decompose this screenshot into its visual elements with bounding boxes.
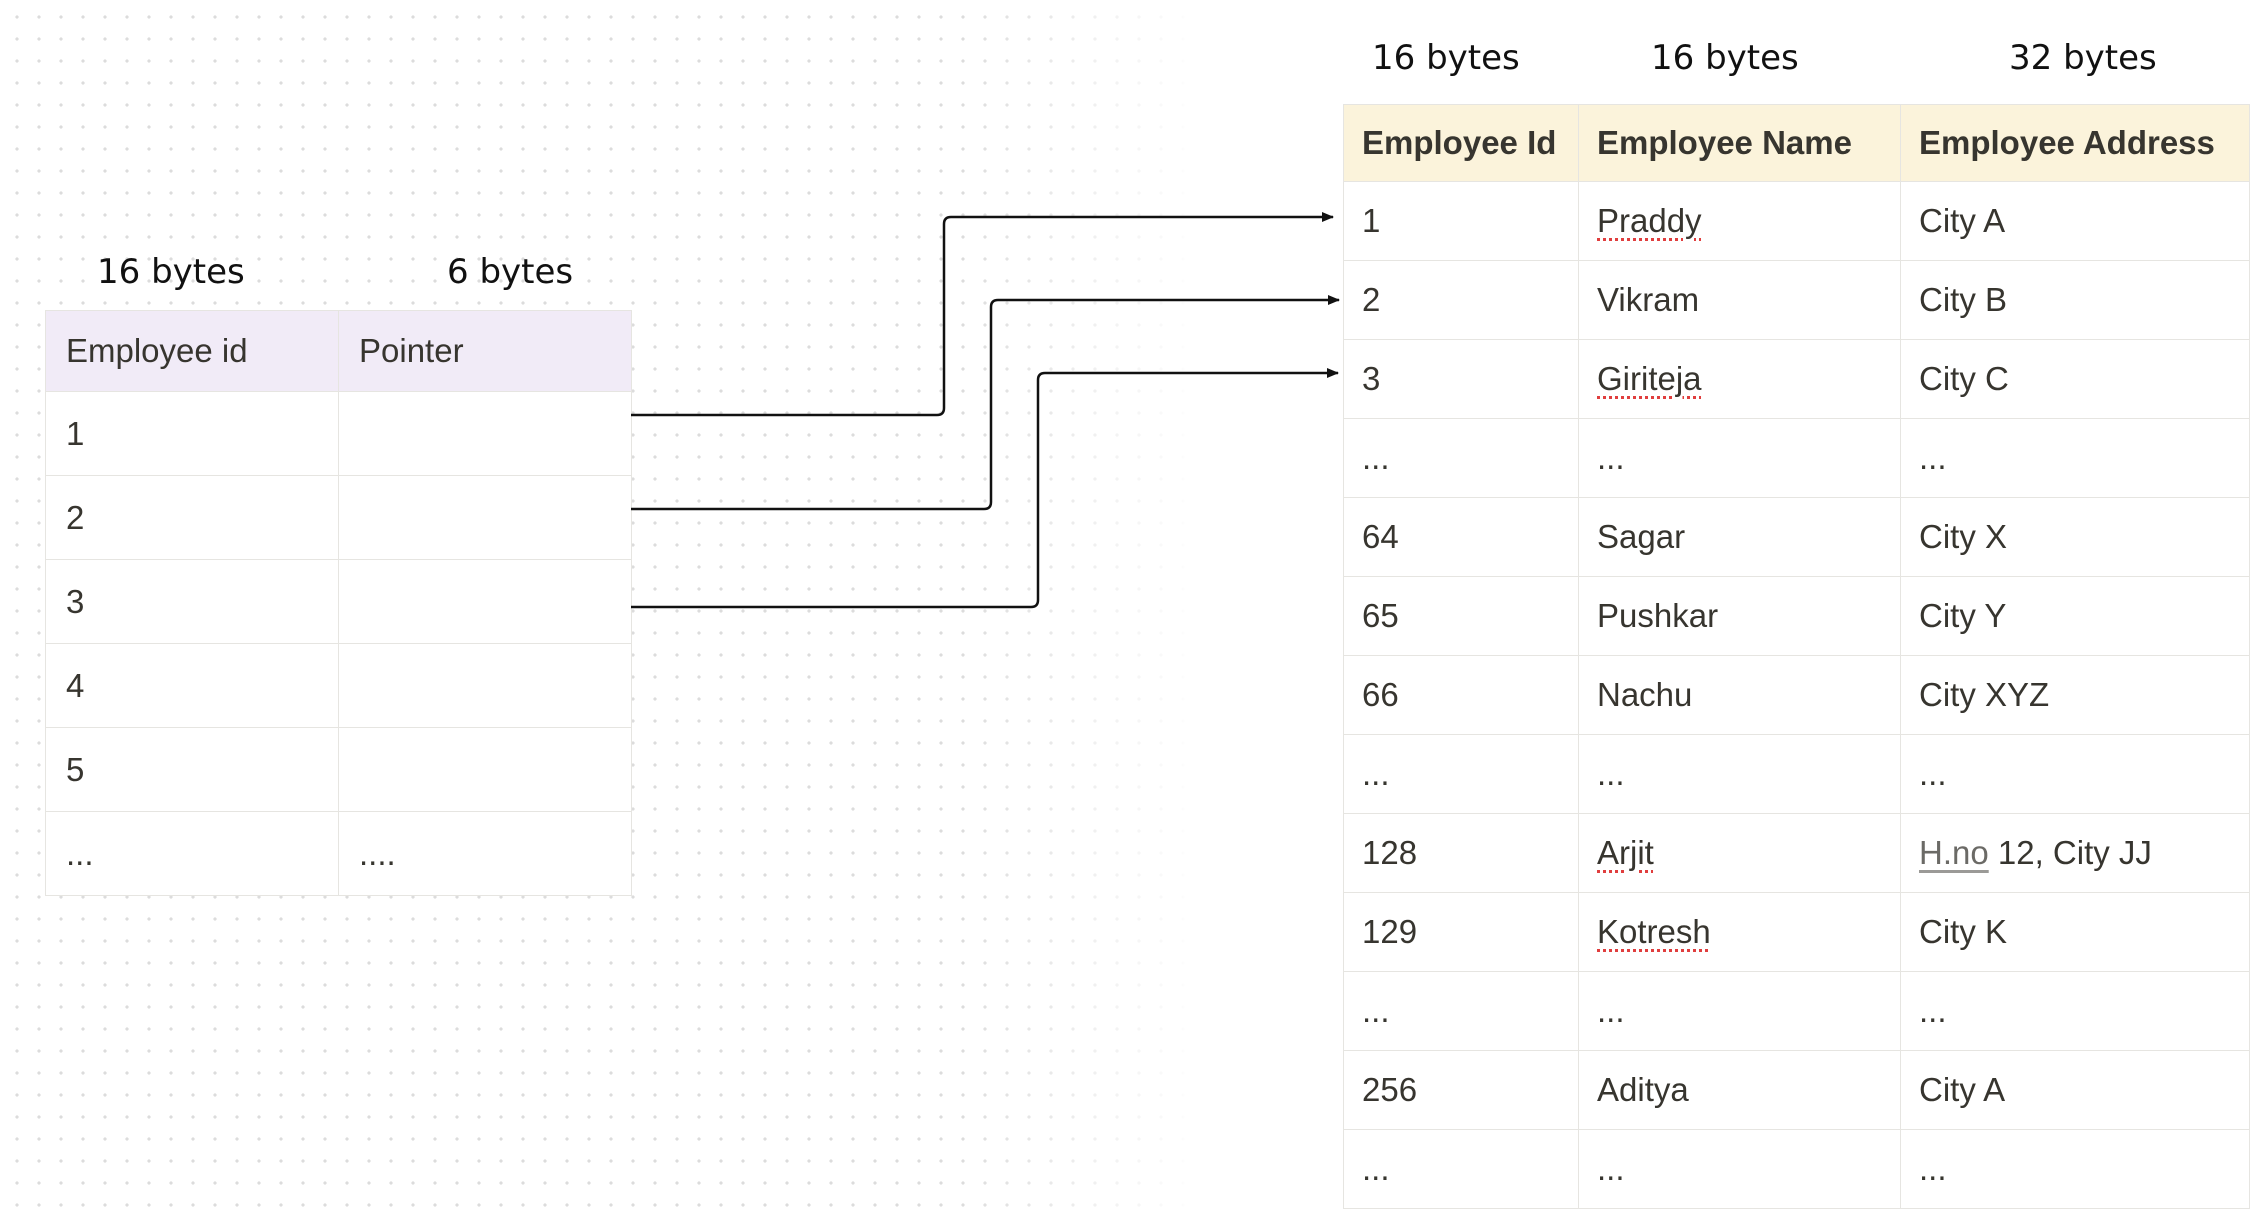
index-row: 3	[45, 559, 632, 644]
data-header-row: Employee Id Employee Name Employee Addre…	[1343, 104, 2250, 182]
data-cell-name[interactable]: Arjit	[1578, 813, 1901, 893]
index-cell-employee-id[interactable]: 2	[45, 475, 339, 560]
data-cell-id[interactable]: 129	[1343, 892, 1579, 972]
data-row: ... ... ...	[1343, 1129, 2250, 1209]
index-cell-pointer[interactable]	[338, 559, 632, 644]
data-cell-address[interactable]: City X	[1900, 497, 2250, 577]
data-cell-id[interactable]: 2	[1343, 260, 1579, 340]
data-header-employee-address[interactable]: Employee Address	[1900, 104, 2250, 182]
index-cell-pointer[interactable]	[338, 475, 632, 560]
data-cell-address[interactable]: City XYZ	[1900, 655, 2250, 735]
data-cell-address[interactable]: ...	[1900, 971, 2250, 1051]
data-cell-address[interactable]: ...	[1900, 734, 2250, 814]
data-cell-id[interactable]: 256	[1343, 1050, 1579, 1130]
index-header-pointer[interactable]: Pointer	[338, 310, 632, 392]
index-cell-employee-id[interactable]: 3	[45, 559, 339, 644]
data-cell-id[interactable]: 65	[1343, 576, 1579, 656]
index-row: ... ....	[45, 811, 632, 896]
data-cell-name-text: Giriteja	[1597, 360, 1702, 397]
data-cell-address[interactable]: City K	[1900, 892, 2250, 972]
index-cell-pointer[interactable]	[338, 391, 632, 476]
data-cell-address[interactable]: City Y	[1900, 576, 2250, 656]
data-row: 2 Vikram City B	[1343, 260, 2250, 340]
data-row: 64 Sagar City X	[1343, 497, 2250, 577]
data-cell-name[interactable]: Giriteja	[1578, 339, 1901, 419]
data-cell-name[interactable]: Aditya	[1578, 1050, 1901, 1130]
data-col3-size-label: 32 bytes	[2009, 38, 2157, 78]
data-cell-address[interactable]: ...	[1900, 418, 2250, 498]
index-row: 4	[45, 643, 632, 728]
data-cell-address[interactable]: H.no 12, City JJ	[1900, 813, 2250, 893]
data-cell-name-text: Praddy	[1597, 202, 1702, 239]
data-row: 129 Kotresh City K	[1343, 892, 2250, 972]
data-cell-id[interactable]: ...	[1343, 971, 1579, 1051]
data-cell-id[interactable]: 1	[1343, 181, 1579, 261]
index-cell-employee-id[interactable]: 1	[45, 391, 339, 476]
data-cell-id[interactable]: ...	[1343, 1129, 1579, 1209]
data-row: 128 Arjit H.no 12, City JJ	[1343, 813, 2250, 893]
data-cell-id[interactable]: 128	[1343, 813, 1579, 893]
data-row: 1 Praddy City A	[1343, 181, 2250, 261]
data-cell-id[interactable]: 3	[1343, 339, 1579, 419]
data-cell-id[interactable]: 66	[1343, 655, 1579, 735]
data-cell-name-text: Arjit	[1597, 834, 1654, 871]
index-cell-pointer[interactable]: ....	[338, 811, 632, 896]
data-row: ... ... ...	[1343, 734, 2250, 814]
index-header-employee-id[interactable]: Employee id	[45, 310, 339, 392]
data-row: 256 Aditya City A	[1343, 1050, 2250, 1130]
index-cell-employee-id[interactable]: ...	[45, 811, 339, 896]
data-cell-name-text: Kotresh	[1597, 913, 1711, 950]
data-cell-name[interactable]: Nachu	[1578, 655, 1901, 735]
index-row: 5	[45, 727, 632, 812]
data-cell-id[interactable]: ...	[1343, 734, 1579, 814]
data-cell-name[interactable]: Sagar	[1578, 497, 1901, 577]
data-table: Employee Id Employee Name Employee Addre…	[1343, 104, 2250, 1209]
index-cell-pointer[interactable]	[338, 643, 632, 728]
data-cell-address[interactable]: City B	[1900, 260, 2250, 340]
address-link-part: H.no	[1919, 834, 1989, 871]
data-cell-name[interactable]: Kotresh	[1578, 892, 1901, 972]
data-row: 66 Nachu City XYZ	[1343, 655, 2250, 735]
data-cell-name[interactable]: ...	[1578, 734, 1901, 814]
data-cell-name[interactable]: ...	[1578, 418, 1901, 498]
data-col2-size-label: 16 bytes	[1651, 38, 1799, 78]
address-rest-part: 12, City JJ	[1988, 834, 2152, 871]
index-cell-pointer[interactable]	[338, 727, 632, 812]
index-header-row: Employee id Pointer	[45, 310, 632, 392]
data-col1-size-label: 16 bytes	[1372, 38, 1520, 78]
data-cell-address[interactable]: City A	[1900, 181, 2250, 261]
index-col2-size-label: 6 bytes	[447, 252, 574, 292]
data-cell-name[interactable]: Praddy	[1578, 181, 1901, 261]
data-cell-id[interactable]: ...	[1343, 418, 1579, 498]
index-cell-employee-id[interactable]: 4	[45, 643, 339, 728]
data-row: 65 Pushkar City Y	[1343, 576, 2250, 656]
data-row: ... ... ...	[1343, 971, 2250, 1051]
data-cell-name[interactable]: ...	[1578, 971, 1901, 1051]
index-table: Employee id Pointer 1 2 3 4 5 ... ....	[45, 310, 632, 896]
data-row: ... ... ...	[1343, 418, 2250, 498]
data-cell-name[interactable]: Vikram	[1578, 260, 1901, 340]
index-row: 1	[45, 391, 632, 476]
data-cell-name[interactable]: ...	[1578, 1129, 1901, 1209]
index-row: 2	[45, 475, 632, 560]
data-cell-name[interactable]: Pushkar	[1578, 576, 1901, 656]
data-cell-address[interactable]: City A	[1900, 1050, 2250, 1130]
data-cell-address[interactable]: City C	[1900, 339, 2250, 419]
data-cell-id[interactable]: 64	[1343, 497, 1579, 577]
data-cell-address[interactable]: ...	[1900, 1129, 2250, 1209]
index-col1-size-label: 16 bytes	[97, 252, 245, 292]
data-header-employee-id[interactable]: Employee Id	[1343, 104, 1579, 182]
index-cell-employee-id[interactable]: 5	[45, 727, 339, 812]
data-header-employee-name[interactable]: Employee Name	[1578, 104, 1901, 182]
data-row: 3 Giriteja City C	[1343, 339, 2250, 419]
